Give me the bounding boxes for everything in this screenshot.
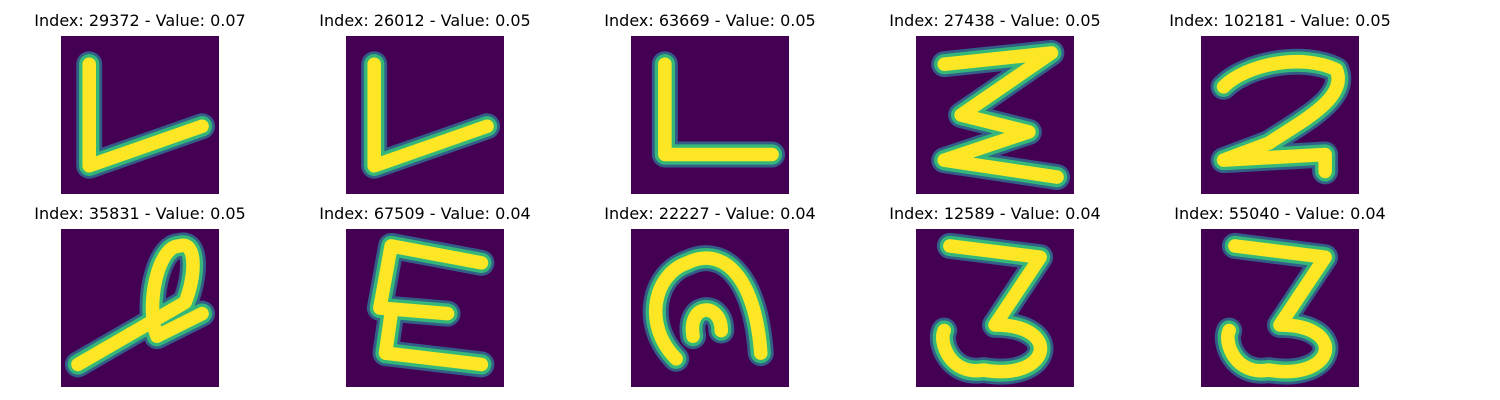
image-panel: Index: 102181 - Value: 0.05 [1160, 12, 1400, 202]
digit-image [916, 229, 1074, 387]
digit-image [1201, 229, 1359, 387]
digit-image [61, 36, 219, 194]
glyph-stroke [367, 57, 494, 173]
panel-title: Index: 12589 - Value: 0.04 [889, 204, 1101, 223]
glyph-stroke [373, 239, 489, 372]
glyph-stroke [71, 238, 209, 372]
glyph-stroke [1216, 54, 1345, 179]
image-panel: Index: 35831 - Value: 0.05 [20, 205, 260, 395]
panel-title: Index: 102181 - Value: 0.05 [1169, 11, 1391, 30]
panel-title: Index: 29372 - Value: 0.07 [34, 11, 246, 30]
panel-title: Index: 35831 - Value: 0.05 [34, 204, 246, 223]
image-panel: Index: 67509 - Value: 0.04 [305, 205, 545, 395]
image-panel: Index: 27438 - Value: 0.05 [875, 12, 1115, 202]
image-panel: Index: 55040 - Value: 0.04 [1160, 205, 1400, 395]
image-panel: Index: 26012 - Value: 0.05 [305, 12, 545, 202]
panel-title: Index: 55040 - Value: 0.04 [1174, 204, 1386, 223]
glyph-stroke [1221, 239, 1333, 379]
panel-title: Index: 26012 - Value: 0.05 [319, 11, 531, 30]
digit-image [346, 36, 504, 194]
image-panel: Index: 29372 - Value: 0.07 [20, 12, 260, 202]
digit-image [631, 229, 789, 387]
glyph-stroke [648, 251, 768, 366]
panel-title: Index: 67509 - Value: 0.04 [319, 204, 531, 223]
image-panel: Index: 63669 - Value: 0.05 [590, 12, 830, 202]
digit-image [916, 36, 1074, 194]
digit-image [61, 229, 219, 387]
panel-title: Index: 27438 - Value: 0.05 [889, 11, 1101, 30]
digit-image [631, 36, 789, 194]
glyph-stroke [658, 57, 779, 162]
panel-title: Index: 63669 - Value: 0.05 [604, 11, 816, 30]
glyph-stroke [82, 57, 209, 173]
digit-image [346, 229, 504, 387]
glyph-stroke [936, 239, 1048, 379]
glyph-stroke [937, 46, 1064, 184]
panel-title: Index: 22227 - Value: 0.04 [604, 204, 816, 223]
image-panel: Index: 22227 - Value: 0.04 [590, 205, 830, 395]
digit-image [1201, 36, 1359, 194]
image-panel: Index: 12589 - Value: 0.04 [875, 205, 1115, 395]
